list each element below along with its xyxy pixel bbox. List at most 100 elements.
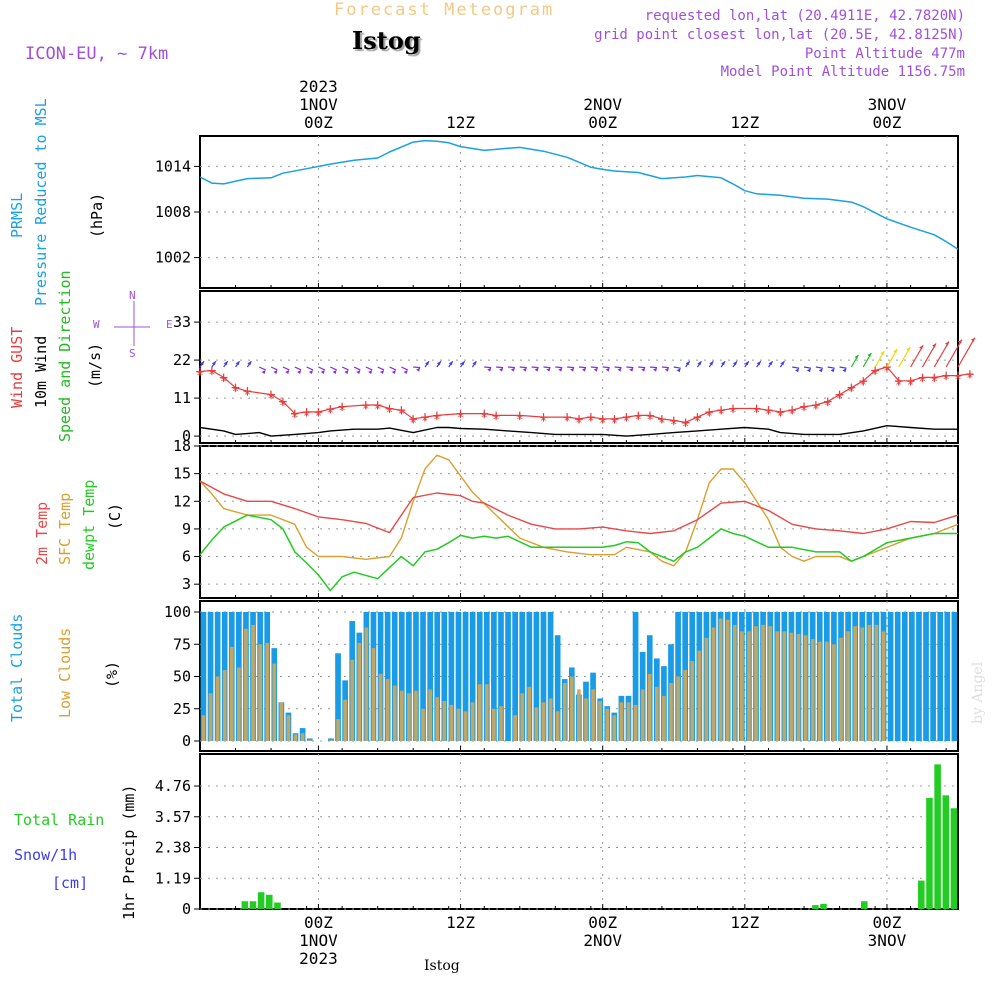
wind-gust-marker: *: [386, 405, 393, 419]
low-cloud-bar: [569, 676, 574, 741]
top-time-label: 12Z: [446, 113, 475, 132]
wind-arrowhead: [756, 361, 761, 366]
wind-gust-marker: +: [681, 413, 690, 431]
wind-arrowhead: [795, 368, 800, 373]
pressure-msl-label: Pressure Reduced to MSL: [32, 98, 50, 306]
precip-bar: [266, 894, 273, 909]
total-cloud-bar: [448, 612, 455, 741]
total-cloud-bar: [398, 612, 405, 741]
wind-direction-arrow: [294, 366, 302, 371]
total-cloud-bar: [462, 612, 469, 741]
wind-gust-marker: +: [634, 406, 643, 424]
wind-arrowhead: [460, 361, 465, 366]
low-cloud-bar: [591, 689, 595, 741]
total-cloud-bar: [930, 612, 936, 741]
wind-gust-marker: +: [752, 399, 761, 417]
total-cloud-bar: [335, 653, 341, 741]
wind-gust-marker: *: [362, 402, 369, 416]
bottom-time-label: 12Z: [730, 913, 759, 932]
wind-arrowhead: [780, 361, 785, 366]
low-cloud-bar: [881, 631, 886, 741]
precip-bar: [918, 880, 925, 909]
low-cloud-bar: [272, 663, 277, 741]
wind-gust-marker: +: [409, 410, 418, 428]
total-cloud-bar: [427, 612, 433, 741]
wind-direction-arrow: [389, 366, 397, 371]
total-cloud-bar: [306, 738, 313, 741]
wind-direction-arrow: [803, 366, 812, 369]
wind-gust-marker: *: [836, 392, 843, 406]
low-cloud-bar: [385, 679, 390, 741]
y-tick-label: 11: [173, 389, 191, 407]
wind-arrowhead: [732, 361, 737, 366]
wind-gust-marker: +: [539, 408, 548, 426]
wind-direction-arrow: [590, 366, 598, 369]
pressure-unit-label: (hPa): [88, 192, 106, 238]
wind-arrowhead: [344, 369, 349, 374]
total-cloud-bar: [384, 612, 391, 741]
precip-bar: [249, 901, 257, 909]
location-title: Istog: [352, 26, 421, 55]
wind-gust-marker: *: [339, 404, 346, 418]
wind-gust-marker: *: [800, 404, 807, 418]
wind-arrowhead: [880, 351, 885, 356]
wind-arrowhead: [919, 345, 924, 350]
wind-gust-marker: *: [433, 412, 440, 426]
wind-arrowhead: [685, 361, 690, 366]
requested-coordinates: requested lon,lat (20.4911E, 42.7820N): [644, 8, 965, 24]
low-cloud-bar: [860, 627, 865, 741]
y-tick-label: 50: [173, 668, 191, 686]
wind-arrowhead: [200, 361, 205, 366]
total-cloud-bar: [937, 612, 944, 741]
y-tick-label: 22: [173, 351, 191, 369]
total-cloud-bar: [406, 612, 412, 741]
total-cloud-bar: [547, 612, 554, 741]
wind-gust-marker: +: [646, 406, 655, 424]
bottom-time-label: 2NOV: [583, 931, 622, 950]
wind-gust-marker: +: [598, 410, 607, 428]
wind-arrowhead: [223, 361, 228, 366]
low-cloud-bar: [449, 704, 454, 741]
low-cloud-bar: [839, 637, 843, 741]
precip-bar: [812, 905, 819, 909]
wind-gust-marker: *: [587, 414, 594, 428]
wind-direction-arrow: [957, 337, 976, 368]
wind-gust-marker: *: [421, 414, 428, 428]
total-cloud-bar: [519, 612, 526, 741]
wind-direction-arrow: [626, 366, 634, 369]
y-tick-label: 12: [173, 492, 191, 510]
low-cloud-bar: [598, 701, 602, 741]
low-cloud-bar: [640, 689, 645, 741]
wind-direction-arrow: [638, 366, 646, 369]
wind-gust-marker: *: [729, 405, 736, 419]
wind-gust-marker: *: [374, 402, 381, 416]
wind-gust-marker: +: [705, 403, 714, 421]
wind-gust-marker: +: [847, 379, 856, 397]
low-cloud-bar: [584, 698, 588, 741]
compass-west: W: [93, 318, 100, 331]
y-tick-label: 100: [164, 603, 191, 621]
low-cloud-bar: [669, 682, 673, 741]
wind-gust-marker: *: [966, 371, 973, 385]
low-cloud-bar: [513, 715, 517, 741]
total-cloud-bar: [328, 738, 334, 741]
low-cloud-bar: [201, 715, 206, 741]
low-cloud-bar: [810, 639, 815, 741]
wind-arrowhead: [472, 361, 477, 366]
wind-gust-marker: *: [232, 385, 239, 399]
wind-arrowhead: [368, 369, 373, 374]
wind-gust-marker: +: [728, 399, 737, 417]
wind-direction-arrow: [614, 366, 622, 369]
wind-gust-marker: +: [290, 405, 299, 423]
wind-direction-arrow: [945, 339, 963, 368]
low-cloud-bar: [577, 689, 581, 741]
wind-gust-marker: *: [706, 409, 713, 423]
total-cloud-bar: [200, 612, 207, 741]
low-cloud-bar: [803, 635, 808, 741]
wind-arrowhead: [744, 361, 749, 366]
wind-arrowhead: [709, 361, 714, 366]
wind-gust-marker: *: [410, 416, 417, 430]
wind-arrowhead: [499, 367, 504, 372]
total-cloud-bar: [909, 612, 915, 741]
wind-gust-marker: +: [835, 386, 844, 404]
